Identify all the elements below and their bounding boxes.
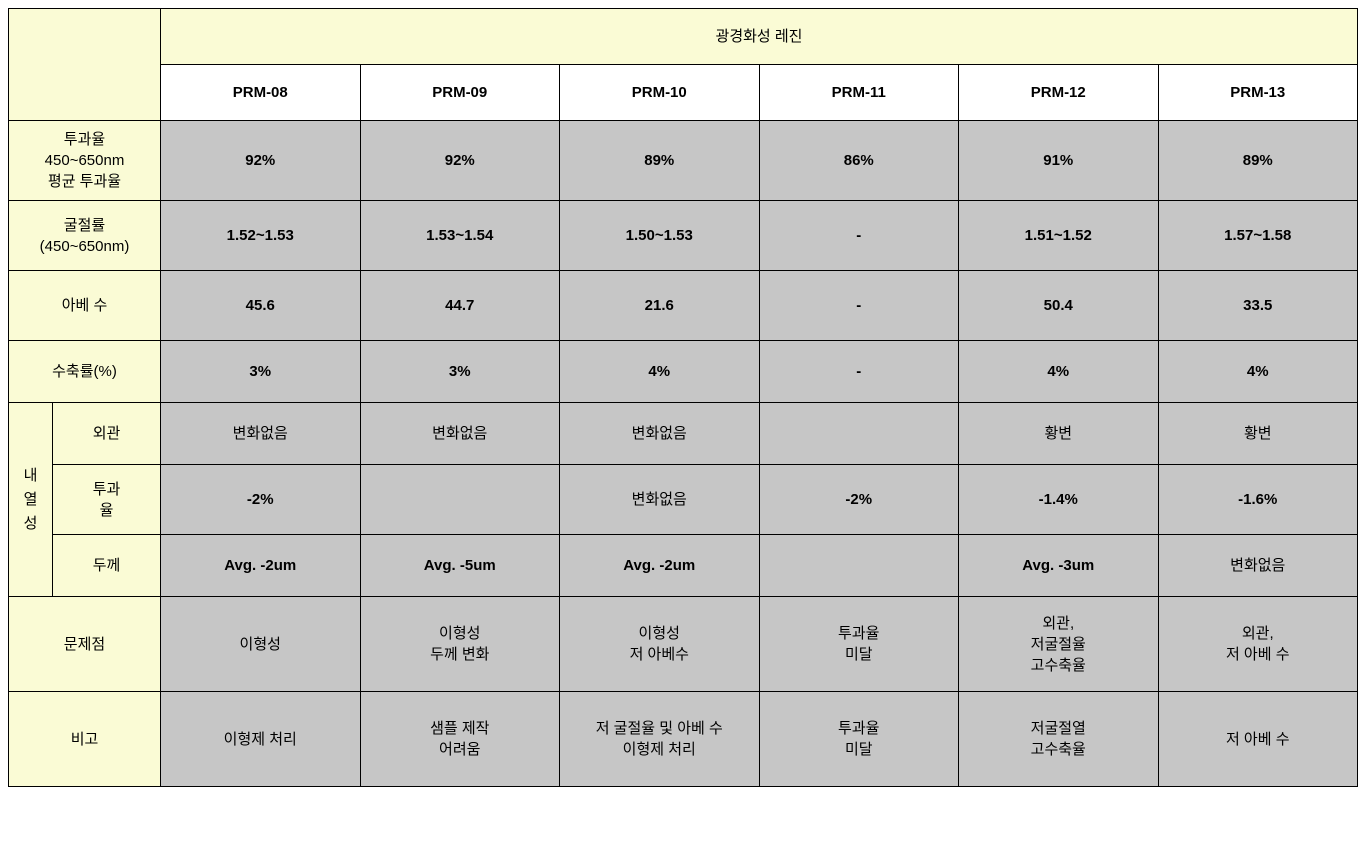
row-header-problems: 문제점	[9, 597, 161, 692]
data-cell: 이형성 저 아베수	[560, 597, 760, 692]
data-cell: 변화없음	[360, 403, 560, 465]
data-cell: 1.50~1.53	[560, 201, 760, 271]
data-cell: 투과율 미달	[759, 597, 959, 692]
data-cell: 황변	[959, 403, 1159, 465]
row-header-shrinkage: 수축률(%)	[9, 341, 161, 403]
col-header-0: PRM-08	[161, 65, 361, 121]
data-cell: 89%	[1158, 121, 1358, 201]
data-cell: Avg. -2um	[161, 535, 361, 597]
data-cell: 3%	[360, 341, 560, 403]
col-header-5: PRM-13	[1158, 65, 1358, 121]
data-cell: 89%	[560, 121, 760, 201]
data-cell: 91%	[959, 121, 1159, 201]
data-cell: 이형성	[161, 597, 361, 692]
data-cell: 변화없음	[1158, 535, 1358, 597]
row-header-notes: 비고	[9, 692, 161, 787]
data-cell: 44.7	[360, 271, 560, 341]
data-cell: Avg. -2um	[560, 535, 760, 597]
data-cell: 1.57~1.58	[1158, 201, 1358, 271]
data-cell: 저 굴절율 및 아베 수 이형제 처리	[560, 692, 760, 787]
data-cell: -1.6%	[1158, 465, 1358, 535]
data-cell	[759, 403, 959, 465]
data-cell: 92%	[360, 121, 560, 201]
data-cell: -	[759, 341, 959, 403]
row-subheader-transm: 투과 율	[53, 465, 161, 535]
data-cell: 1.53~1.54	[360, 201, 560, 271]
corner-cell	[9, 9, 161, 121]
data-cell: -1.4%	[959, 465, 1159, 535]
col-header-2: PRM-10	[560, 65, 760, 121]
data-cell: -	[759, 201, 959, 271]
data-cell: 1.51~1.52	[959, 201, 1159, 271]
data-cell: 외관, 저 아베 수	[1158, 597, 1358, 692]
data-cell: -	[759, 271, 959, 341]
data-cell: 1.52~1.53	[161, 201, 361, 271]
data-cell: 외관, 저굴절율 고수축율	[959, 597, 1159, 692]
data-cell: 4%	[560, 341, 760, 403]
data-cell	[360, 465, 560, 535]
data-cell: 황변	[1158, 403, 1358, 465]
data-cell: 50.4	[959, 271, 1159, 341]
data-cell: 변화없음	[560, 465, 760, 535]
data-cell: 45.6	[161, 271, 361, 341]
data-cell: 저굴절열 고수축율	[959, 692, 1159, 787]
data-cell: 3%	[161, 341, 361, 403]
data-cell: 투과율 미달	[759, 692, 959, 787]
data-cell: 4%	[959, 341, 1159, 403]
row-header-refractive: 굴절률 (450~650nm)	[9, 201, 161, 271]
data-cell: Avg. -3um	[959, 535, 1159, 597]
data-cell: 이형성 두께 변화	[360, 597, 560, 692]
col-header-3: PRM-11	[759, 65, 959, 121]
data-cell: 샘플 제작 어려움	[360, 692, 560, 787]
resin-properties-table: 광경화성 레진 PRM-08 PRM-09 PRM-10 PRM-11 PRM-…	[8, 8, 1358, 787]
data-cell: 변화없음	[161, 403, 361, 465]
data-cell: 92%	[161, 121, 361, 201]
col-header-4: PRM-12	[959, 65, 1159, 121]
row-subheader-thickness: 두께	[53, 535, 161, 597]
row-header-transmittance: 투과율 450~650nm 평균 투과율	[9, 121, 161, 201]
data-cell: -2%	[161, 465, 361, 535]
data-cell: 4%	[1158, 341, 1358, 403]
row-subheader-appearance: 외관	[53, 403, 161, 465]
data-cell: 21.6	[560, 271, 760, 341]
data-cell: 33.5	[1158, 271, 1358, 341]
data-cell: 저 아베 수	[1158, 692, 1358, 787]
top-header: 광경화성 레진	[161, 9, 1358, 65]
data-cell	[759, 535, 959, 597]
data-cell: 86%	[759, 121, 959, 201]
data-cell: Avg. -5um	[360, 535, 560, 597]
row-header-abbe: 아베 수	[9, 271, 161, 341]
data-cell: 이형제 처리	[161, 692, 361, 787]
data-cell: -2%	[759, 465, 959, 535]
row-header-heat: 내 열 성	[9, 403, 53, 597]
col-header-1: PRM-09	[360, 65, 560, 121]
data-cell: 변화없음	[560, 403, 760, 465]
